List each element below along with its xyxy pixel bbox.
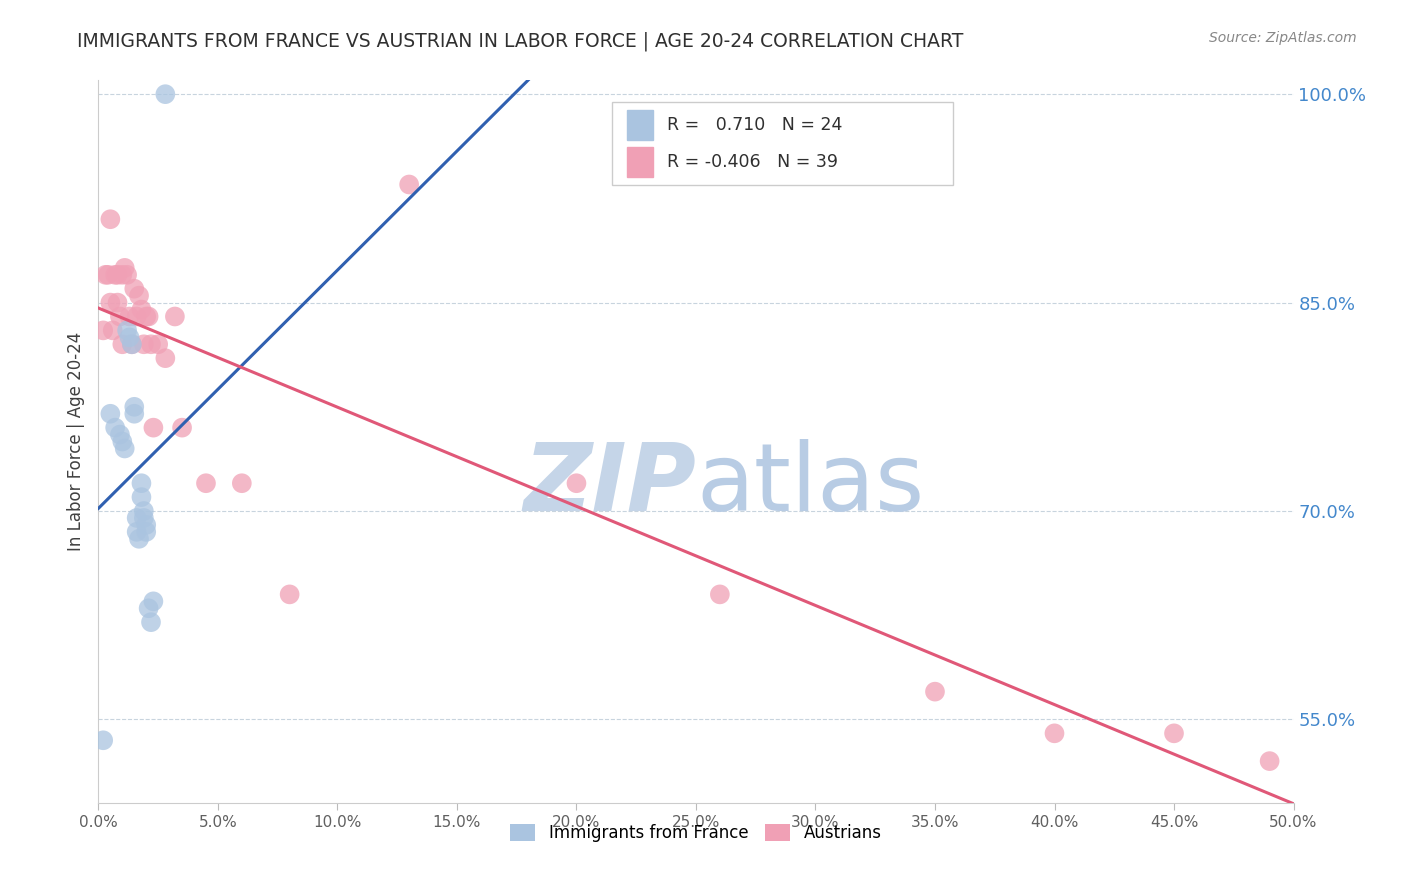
Point (107, 295, 129, 310)
Point (1163, 726, 1185, 740)
Point (125, 524, 148, 539)
Point (114, 442, 136, 456)
Legend: Immigrants from France, Austrians: Immigrants from France, Austrians (503, 817, 889, 848)
Point (1043, 726, 1066, 740)
Point (138, 601, 160, 615)
Point (111, 337, 134, 351)
Point (125, 511, 148, 525)
Point (111, 434, 134, 449)
Point (107, 268, 129, 282)
Point (121, 337, 143, 351)
Bar (627, 110, 652, 140)
Point (163, 310, 186, 324)
Point (108, 310, 131, 324)
Point (131, 476, 153, 491)
Point (111, 268, 134, 282)
Point (195, 476, 218, 491)
Point (115, 323, 138, 337)
Point (104, 420, 127, 434)
Point (124, 407, 146, 421)
Point (91, 323, 114, 337)
Point (155, 351, 177, 366)
Point (98, 407, 122, 421)
Text: Source: ZipAtlas.com: Source: ZipAtlas.com (1209, 31, 1357, 45)
Point (135, 310, 157, 324)
Text: ZIP: ZIP (523, 439, 696, 531)
Point (114, 260, 136, 275)
Point (131, 302, 153, 317)
Y-axis label: In Labor Force | Age 20-24: In Labor Force | Age 20-24 (66, 332, 84, 551)
Point (94, 268, 117, 282)
Point (124, 282, 146, 296)
Point (98, 212, 122, 227)
Point (124, 400, 146, 414)
Point (924, 684, 946, 698)
Text: R = -0.406   N = 39: R = -0.406 N = 39 (668, 153, 838, 170)
Point (565, 476, 588, 491)
Text: atlas: atlas (696, 439, 924, 531)
Point (155, 87, 177, 102)
Text: IMMIGRANTS FROM FRANCE VS AUSTRIAN IN LABOR FORCE | AGE 20-24 CORRELATION CHART: IMMIGRANTS FROM FRANCE VS AUSTRIAN IN LA… (77, 31, 963, 51)
Point (135, 517, 157, 532)
Point (128, 532, 150, 546)
Point (132, 337, 155, 351)
Point (172, 420, 194, 434)
Point (98, 295, 122, 310)
Point (1258, 754, 1281, 768)
Point (709, 587, 731, 601)
Point (101, 323, 124, 337)
Point (231, 476, 253, 491)
Point (148, 337, 170, 351)
Point (108, 427, 131, 442)
Point (135, 524, 157, 539)
Point (115, 268, 138, 282)
Point (121, 337, 143, 351)
Point (139, 337, 162, 351)
Point (138, 310, 160, 324)
Point (91, 733, 114, 747)
Point (278, 587, 301, 601)
Point (97, 268, 120, 282)
Point (132, 511, 155, 525)
FancyBboxPatch shape (613, 102, 953, 185)
Point (131, 490, 153, 504)
Point (125, 310, 148, 324)
Point (398, 178, 420, 192)
Point (118, 330, 141, 344)
Point (104, 268, 127, 282)
Point (128, 288, 150, 302)
Point (118, 310, 141, 324)
Bar (627, 146, 652, 177)
Point (139, 615, 162, 630)
Point (132, 504, 155, 518)
Text: R =   0.710   N = 24: R = 0.710 N = 24 (668, 116, 842, 134)
Point (142, 594, 165, 608)
Point (142, 420, 165, 434)
